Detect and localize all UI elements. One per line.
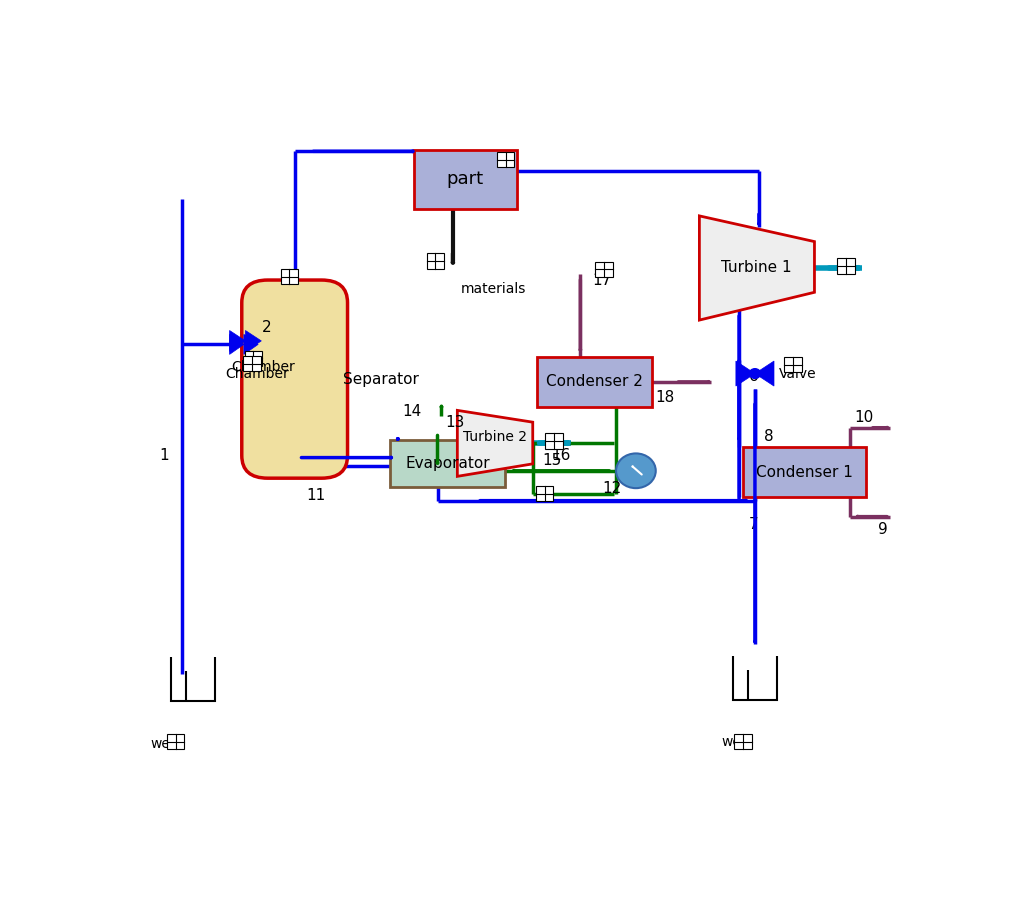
Text: well: well <box>151 737 178 750</box>
Bar <box>743 447 866 497</box>
Text: 10: 10 <box>854 410 873 425</box>
Bar <box>838 258 855 273</box>
Bar <box>245 351 262 366</box>
Bar <box>414 150 517 209</box>
Text: Valve: Valve <box>779 366 816 381</box>
Text: 7: 7 <box>749 518 758 532</box>
Text: 8: 8 <box>765 428 774 444</box>
Bar <box>390 439 505 487</box>
Polygon shape <box>458 410 532 476</box>
Text: 11: 11 <box>306 488 326 503</box>
Text: Evaporator: Evaporator <box>406 456 489 471</box>
Text: part: part <box>446 170 484 189</box>
Text: Separator: Separator <box>343 372 419 387</box>
Polygon shape <box>229 330 246 352</box>
Bar <box>427 253 444 269</box>
Text: materials: materials <box>461 281 526 296</box>
Bar <box>734 734 752 750</box>
FancyBboxPatch shape <box>242 280 347 478</box>
Polygon shape <box>244 335 258 354</box>
Polygon shape <box>246 330 261 352</box>
Polygon shape <box>229 335 244 354</box>
Text: 1: 1 <box>160 448 169 463</box>
Bar <box>536 486 553 502</box>
Bar <box>167 734 184 750</box>
Bar <box>281 269 298 284</box>
Text: 6: 6 <box>749 369 759 384</box>
Text: Turbine 2: Turbine 2 <box>463 429 526 444</box>
Text: well: well <box>722 734 750 749</box>
Text: Chamber: Chamber <box>225 366 290 381</box>
Bar <box>243 356 260 372</box>
Text: 18: 18 <box>655 390 675 405</box>
Text: 16: 16 <box>551 448 570 463</box>
Text: 12: 12 <box>602 481 622 496</box>
Text: 15: 15 <box>543 453 561 468</box>
Bar <box>546 433 563 448</box>
Polygon shape <box>736 361 755 386</box>
Text: 9: 9 <box>878 521 888 537</box>
Bar <box>595 262 613 277</box>
Text: Turbine 1: Turbine 1 <box>721 261 792 275</box>
Bar <box>537 357 651 407</box>
Bar <box>497 152 514 167</box>
Text: 2: 2 <box>262 319 271 335</box>
Text: Condenser 2: Condenser 2 <box>546 374 643 390</box>
Polygon shape <box>699 216 814 320</box>
Text: Condenser 1: Condenser 1 <box>756 465 853 480</box>
Text: Chamber: Chamber <box>231 360 295 374</box>
Text: 14: 14 <box>402 404 422 419</box>
Polygon shape <box>755 361 774 386</box>
Bar <box>784 357 802 373</box>
Text: 13: 13 <box>445 415 465 429</box>
Text: 17: 17 <box>592 273 611 288</box>
Circle shape <box>750 369 761 379</box>
Circle shape <box>616 454 655 488</box>
